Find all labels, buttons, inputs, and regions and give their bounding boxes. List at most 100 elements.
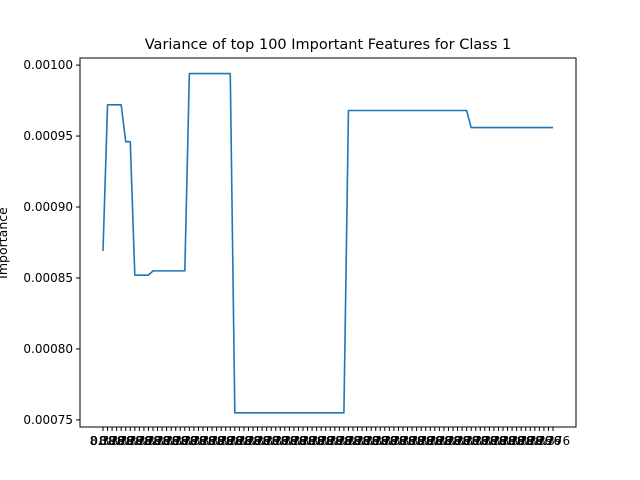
x-tick-label: 0.376 [218, 434, 252, 448]
x-tick-label: 0.376 [172, 434, 206, 448]
x-tick-label: 8.79 [399, 434, 426, 448]
x-tick-label: 0.376 [336, 434, 370, 448]
x-tick-label: 0.376 [299, 434, 333, 448]
x-tick-label: 8.79 [117, 434, 144, 448]
x-tick-label: 8.79 [362, 434, 389, 448]
x-tick-label: 8.79 [308, 434, 335, 448]
x-tick-label: 0.376 [381, 434, 415, 448]
x-tick-label: 8.79 [99, 434, 126, 448]
x-tick-label: 0.376 [209, 434, 243, 448]
x-tick-label: 8.79 [290, 434, 317, 448]
x-tick-label: 0.376 [154, 434, 188, 448]
x-tick-label: 8.79 [262, 434, 289, 448]
x-tick-label: 8.79 [126, 434, 153, 448]
x-tick-label: 8.79 [499, 434, 526, 448]
y-axis-ticks: 0.00075 0.00080 0.00085 0.00090 0.00095 0.001… [23, 58, 80, 427]
x-tick-label: 0.376 [90, 434, 124, 448]
x-tick-label: 0.376 [409, 434, 443, 448]
x-tick-label: 8.79 [181, 434, 208, 448]
x-tick-label: 0.376 [109, 434, 143, 448]
y-tick-label: 0.00085 [23, 271, 73, 285]
y-axis-title: Importance [0, 207, 10, 279]
x-tick-label: 0.376 [518, 434, 552, 448]
x-tick-label: 8.79 [435, 434, 462, 448]
x-tick-label: 8.79 [426, 434, 453, 448]
y-tick-label: 0.00080 [23, 342, 73, 356]
x-tick-label: 0.376 [481, 434, 515, 448]
x-tick-label: 0.376 [454, 434, 488, 448]
x-tick-label: 0.376 [272, 434, 306, 448]
x-tick-label: 8.79 [390, 434, 417, 448]
x-tick-label: 8.79 [517, 434, 544, 448]
x-tick-label: 0.376 [199, 434, 233, 448]
x-tick-label: 0.376 [136, 434, 170, 448]
x-tick-label: 8.79 [226, 434, 253, 448]
x-tick-label: 8.79 [408, 434, 435, 448]
x-tick-label: 0.376 [163, 434, 197, 448]
y-tick-label: 0.00075 [23, 413, 73, 427]
x-tick-label: 8.79 [444, 434, 471, 448]
x-tick-label: 0.376 [499, 434, 533, 448]
y-tick-label: 0.00095 [23, 129, 73, 143]
x-tick-label: 0.376 [527, 434, 561, 448]
x-tick-label: 0.376 [127, 434, 161, 448]
x-tick-label: 0.376 [536, 434, 570, 448]
x-tick-label: 8.79 [526, 434, 553, 448]
x-tick-label: 8.79 [108, 434, 135, 448]
x-axis-ticks [102, 427, 554, 431]
x-tick-label: 8.79 [299, 434, 326, 448]
x-tick-label: 8.79 [462, 434, 489, 448]
x-tick-label: 0.376 [245, 434, 279, 448]
x-tick-label: 8.79 [235, 434, 262, 448]
x-tick-label: 0.376 [99, 434, 133, 448]
x-tick-label: 8.79 [381, 434, 408, 448]
x-tick-label: 8.79 [453, 434, 480, 448]
x-tick-label: 8.79 [190, 434, 217, 448]
x-tick-label: 8.79 [508, 434, 535, 448]
x-tick-label: 0.376 [418, 434, 452, 448]
x-tick-label: 8.79 [481, 434, 508, 448]
x-tick-label: 0.376 [354, 434, 388, 448]
x-tick-label: 0.376 [309, 434, 343, 448]
plot-area [80, 58, 576, 427]
x-tick-label: 0.376 [399, 434, 433, 448]
x-tick-label: 8.79 [90, 434, 117, 448]
x-tick-label: 0.376 [436, 434, 470, 448]
x-tick-label: 8.79 [271, 434, 298, 448]
x-tick-label: 8.79 [208, 434, 235, 448]
x-tick-label: 8.79 [144, 434, 171, 448]
x-tick-label: 0.376 [190, 434, 224, 448]
x-tick-label: 0.376 [145, 434, 179, 448]
x-tick-label: 8.79 [217, 434, 244, 448]
x-tick-label: 0.376 [463, 434, 497, 448]
x-tick-label: 8.79 [171, 434, 198, 448]
x-tick-label: 0.376 [363, 434, 397, 448]
x-tick-label: 0.376 [472, 434, 506, 448]
x-tick-label: 0.376 [281, 434, 315, 448]
x-tick-label: 8.79 [344, 434, 371, 448]
x-tick-label: 8.79 [490, 434, 517, 448]
x-tick-label: 0.376 [509, 434, 543, 448]
x-tick-label: 8.79 [281, 434, 308, 448]
x-tick-label: 0.376 [263, 434, 297, 448]
x-tick-label: 0.376 [427, 434, 461, 448]
chart-title: Variance of top 100 Important Features f… [145, 37, 511, 53]
x-tick-label: 8.79 [162, 434, 189, 448]
x-tick-label: 0.376 [227, 434, 261, 448]
x-tick-label: 8.79 [135, 434, 162, 448]
series-layer [102, 72, 553, 414]
x-tick-label: 0.376 [372, 434, 406, 448]
x-tick-label: 0.376 [254, 434, 288, 448]
x-tick-label: 8.79 [326, 434, 353, 448]
x-tick-label: 8.79 [535, 434, 562, 448]
x-tick-label: 0.376 [445, 434, 479, 448]
x-tick-label: 8.79 [153, 434, 180, 448]
x-tick-label: 0.376 [490, 434, 524, 448]
y-tick-label: 0.00100 [23, 58, 73, 72]
x-tick-label: 0.376 [345, 434, 379, 448]
x-tick-label: 0.376 [181, 434, 215, 448]
x-tick-label: 8.79 [335, 434, 362, 448]
x-tick-label: 0.376 [318, 434, 352, 448]
x-tick-label: 8.79 [244, 434, 271, 448]
